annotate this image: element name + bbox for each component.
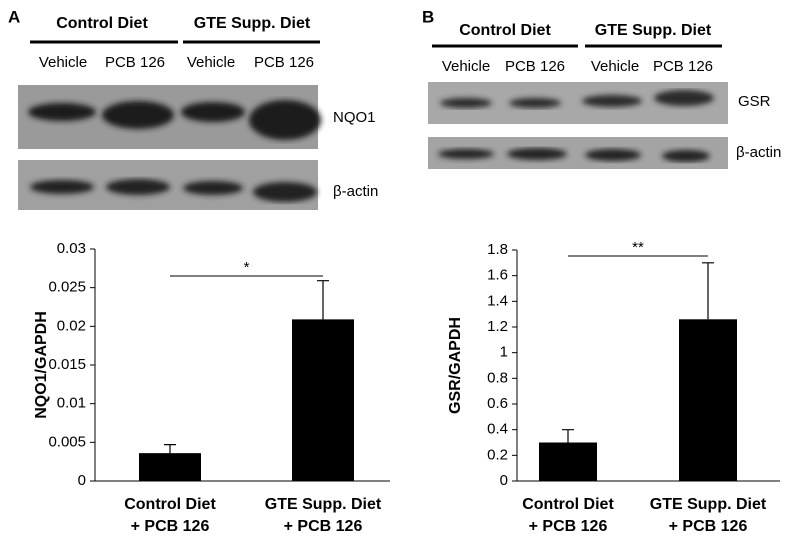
- y-tick-label: 1.4: [487, 292, 508, 309]
- y-tick-label: 0: [500, 472, 508, 489]
- y-tick-label: 1.2: [487, 318, 508, 335]
- y-tick-label: 0.02: [57, 317, 86, 334]
- lane-label: Vehicle: [442, 58, 490, 75]
- error-bar: [164, 444, 176, 454]
- bar: [539, 442, 597, 481]
- y-axis-label: GSR/GAPDH: [447, 317, 464, 414]
- lane-label: PCB 126: [254, 54, 314, 71]
- group-label: Control Diet: [459, 22, 551, 39]
- protein-label: GSR: [738, 93, 771, 110]
- x-tick-label: Control Diet + PCB 126: [522, 496, 614, 535]
- significance-mark: *: [244, 259, 250, 276]
- y-tick-label: 0.03: [57, 240, 86, 257]
- y-tick-label: 0.6: [487, 395, 508, 412]
- bar: [292, 319, 354, 481]
- y-tick-label: 0.4: [487, 421, 508, 438]
- y-tick-label: 0: [78, 472, 86, 489]
- lane-label: Vehicle: [591, 58, 639, 75]
- y-tick-label: 0.2: [487, 446, 508, 463]
- error-bar: [317, 280, 329, 320]
- y-tick-label: 1.6: [487, 267, 508, 284]
- protein-label: β-actin: [333, 183, 378, 200]
- group-label: GTE Supp. Diet: [194, 15, 311, 32]
- lane-label: PCB 126: [105, 54, 165, 71]
- lane-label: Vehicle: [187, 54, 235, 71]
- lane-label: PCB 126: [653, 58, 713, 75]
- significance-mark: **: [632, 239, 644, 256]
- panel-letter: B: [422, 7, 434, 26]
- bar: [679, 319, 737, 481]
- error-bar: [702, 262, 714, 320]
- x-tick-label: GTE Supp. Diet + PCB 126: [265, 496, 382, 535]
- y-tick-label: 0.01: [57, 395, 86, 412]
- x-tick-label: GTE Supp. Diet + PCB 126: [650, 496, 767, 535]
- blot: [18, 85, 321, 149]
- panel-letter: A: [8, 7, 20, 26]
- blot: [428, 137, 728, 169]
- y-tick-label: 0.025: [48, 279, 86, 296]
- protein-label: NQO1: [333, 109, 376, 126]
- y-tick-label: 1.8: [487, 241, 508, 258]
- blot: [428, 82, 728, 124]
- group-label: Control Diet: [56, 15, 148, 32]
- lane-label: PCB 126: [505, 58, 565, 75]
- blot: [18, 160, 318, 210]
- y-tick-label: 1: [500, 344, 508, 361]
- x-tick-label: Control Diet + PCB 126: [124, 496, 216, 535]
- protein-label: β-actin: [736, 144, 781, 161]
- y-axis-label: NQO1/GAPDH: [33, 311, 50, 419]
- group-label: GTE Supp. Diet: [595, 22, 712, 39]
- bar: [139, 453, 201, 481]
- y-tick-label: 0.005: [48, 433, 86, 450]
- y-tick-label: 0.8: [487, 369, 508, 386]
- error-bar: [562, 429, 574, 443]
- lane-label: Vehicle: [39, 54, 87, 71]
- y-tick-label: 0.015: [48, 356, 86, 373]
